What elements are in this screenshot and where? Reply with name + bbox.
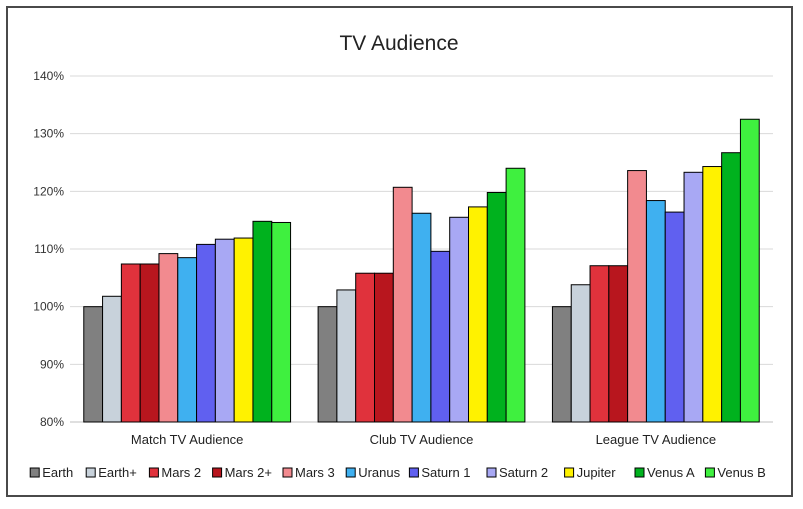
- legend-label: Mars 2: [161, 465, 201, 480]
- bar-mars-2: [355, 272, 376, 423]
- legend-label: Jupiter: [577, 465, 617, 480]
- bar-earth-: [336, 289, 357, 423]
- legend-label: Saturn 2: [499, 465, 548, 480]
- bar-mars-2-: [608, 265, 629, 423]
- chart-title: TV Audience: [339, 32, 458, 55]
- bar-earth: [551, 306, 572, 423]
- y-tick-label: 90%: [40, 357, 64, 371]
- legend-label: Saturn 1: [421, 465, 470, 480]
- y-tick-label: 140%: [33, 69, 64, 83]
- bar-saturn-1: [196, 243, 216, 423]
- legend-label: Earth+: [98, 465, 137, 480]
- legend-label: Earth: [42, 465, 73, 480]
- bar-uranus: [645, 200, 666, 423]
- bar-mars-3: [627, 170, 647, 423]
- bar-mars-3: [158, 253, 179, 423]
- y-tick-label: 130%: [33, 127, 64, 141]
- x-axis-categories: Match TV Audience Club TV Audience League …: [131, 432, 716, 447]
- bar-venus-b: [271, 221, 292, 423]
- chart: TV Audience 80% 90% 100% 110% 120% 130% 140% M…: [29, 32, 773, 480]
- legend-swatch: [85, 467, 96, 478]
- legend-swatch: [345, 467, 356, 478]
- bar-mars-2-: [139, 263, 160, 423]
- bar-earth-: [570, 284, 591, 423]
- y-axis-ticks: 80% 90% 100% 110% 120% 130% 140%: [33, 69, 64, 429]
- bar-saturn-2: [449, 216, 470, 423]
- legend-swatch: [29, 467, 40, 478]
- legend-swatch: [486, 467, 497, 478]
- legend-label: Mars 3: [295, 465, 335, 480]
- bar-venus-b: [505, 167, 526, 423]
- bar-venus-a: [252, 220, 273, 423]
- bar-saturn-1: [664, 211, 685, 423]
- legend-swatch: [408, 467, 419, 478]
- bar-uranus: [411, 212, 432, 423]
- bar-venus-a: [486, 191, 507, 423]
- bar-saturn-2: [683, 171, 704, 423]
- bar-earth: [317, 306, 338, 423]
- x-category-label: League TV Audience: [596, 432, 716, 447]
- legend-swatch: [212, 467, 223, 478]
- legend-label: Uranus: [358, 465, 400, 480]
- x-category-label: Club TV Audience: [370, 432, 474, 447]
- y-tick-label: 100%: [33, 300, 64, 314]
- legend-swatch: [634, 467, 645, 478]
- bar-uranus: [177, 257, 198, 423]
- y-tick-label: 80%: [40, 415, 64, 429]
- bar-jupiter: [233, 237, 254, 423]
- legend-swatch: [704, 467, 715, 478]
- legend: Earth Earth+ Mars 2 Mars 2+ Mars 3 Uranus Satu…: [29, 465, 766, 480]
- y-tick-label: 110%: [34, 242, 64, 256]
- bar-mars-2: [120, 263, 141, 423]
- legend-swatch: [148, 467, 159, 478]
- bar-saturn-2: [214, 238, 235, 423]
- bar-venus-b: [739, 118, 760, 423]
- bar-venus-a: [721, 152, 741, 423]
- x-category-label: Match TV Audience: [131, 432, 244, 447]
- bar-earth-: [102, 295, 122, 423]
- bar-earth: [83, 306, 104, 423]
- legend-label: Venus B: [717, 465, 765, 480]
- bars: [83, 118, 760, 423]
- bar-saturn-1: [430, 250, 451, 423]
- bar-mars-2-: [374, 272, 394, 423]
- bar-mars-2: [589, 265, 610, 423]
- chart-frame: TV Audience 80% 90% 100% 110% 120% 130% 140% M…: [6, 6, 793, 497]
- legend-label: Mars 2+: [225, 465, 272, 480]
- legend-swatch: [564, 467, 575, 478]
- legend-label: Venus A: [647, 465, 695, 480]
- bar-jupiter: [468, 206, 488, 423]
- bar-mars-3: [392, 186, 413, 423]
- bar-jupiter: [702, 166, 723, 423]
- y-tick-label: 120%: [33, 184, 64, 198]
- legend-swatch: [282, 467, 293, 478]
